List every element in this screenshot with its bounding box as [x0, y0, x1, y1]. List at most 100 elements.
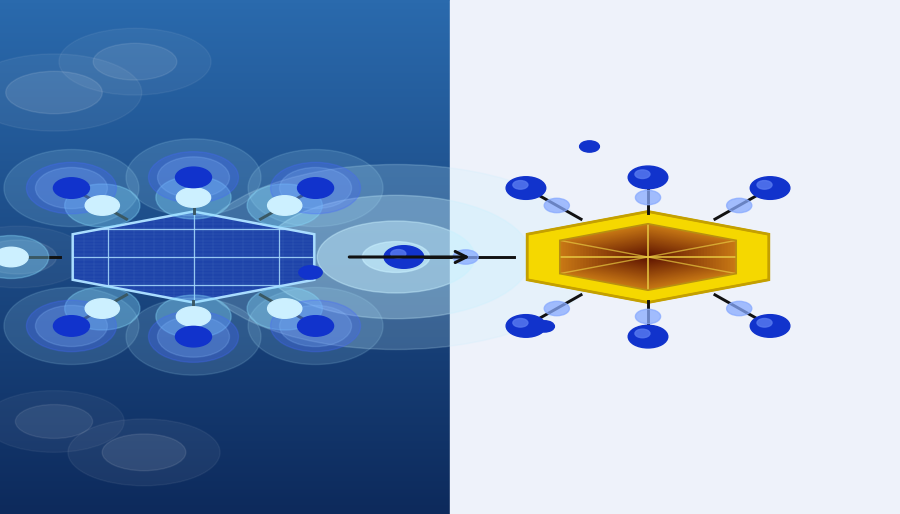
Ellipse shape	[68, 419, 220, 486]
Circle shape	[299, 266, 322, 279]
Circle shape	[176, 188, 211, 207]
Circle shape	[148, 152, 238, 203]
Polygon shape	[527, 211, 769, 303]
Circle shape	[248, 184, 322, 227]
Polygon shape	[634, 251, 662, 263]
Polygon shape	[578, 230, 718, 284]
Circle shape	[53, 178, 89, 198]
Circle shape	[271, 162, 361, 214]
Circle shape	[757, 180, 772, 189]
Circle shape	[248, 150, 383, 227]
Circle shape	[65, 184, 140, 227]
Polygon shape	[566, 226, 730, 288]
Circle shape	[726, 198, 752, 213]
Circle shape	[298, 316, 334, 336]
Circle shape	[513, 180, 528, 189]
Circle shape	[506, 315, 545, 337]
Circle shape	[280, 305, 352, 346]
Polygon shape	[572, 228, 724, 286]
Polygon shape	[610, 243, 686, 271]
Circle shape	[126, 298, 261, 375]
Polygon shape	[601, 240, 695, 274]
Circle shape	[126, 139, 261, 216]
Ellipse shape	[15, 405, 93, 438]
Circle shape	[535, 321, 554, 332]
Circle shape	[726, 301, 752, 316]
Polygon shape	[630, 250, 666, 264]
Polygon shape	[645, 256, 651, 258]
Circle shape	[4, 150, 139, 227]
Circle shape	[86, 299, 120, 318]
Polygon shape	[616, 245, 680, 269]
Polygon shape	[73, 211, 314, 303]
Circle shape	[634, 329, 650, 338]
Ellipse shape	[103, 434, 185, 471]
Circle shape	[26, 300, 116, 352]
Circle shape	[158, 316, 230, 357]
Polygon shape	[586, 234, 710, 280]
Circle shape	[65, 287, 140, 330]
Polygon shape	[598, 238, 698, 276]
Polygon shape	[636, 252, 660, 262]
Circle shape	[0, 235, 49, 279]
Circle shape	[176, 307, 211, 326]
Ellipse shape	[261, 195, 531, 319]
Ellipse shape	[317, 221, 475, 293]
Polygon shape	[639, 254, 657, 260]
Circle shape	[453, 250, 478, 264]
Circle shape	[580, 141, 599, 152]
Circle shape	[156, 176, 231, 219]
Circle shape	[26, 162, 116, 214]
Ellipse shape	[362, 242, 430, 272]
Polygon shape	[569, 227, 727, 287]
Circle shape	[628, 325, 668, 348]
Polygon shape	[622, 247, 674, 267]
Circle shape	[176, 167, 211, 188]
Circle shape	[628, 166, 668, 189]
Circle shape	[4, 287, 139, 364]
Polygon shape	[592, 236, 704, 278]
Circle shape	[751, 315, 790, 337]
Ellipse shape	[94, 43, 176, 80]
Ellipse shape	[58, 28, 211, 95]
Circle shape	[635, 190, 661, 205]
Circle shape	[86, 196, 120, 215]
Circle shape	[544, 198, 570, 213]
Circle shape	[544, 301, 570, 316]
Circle shape	[267, 196, 302, 215]
Polygon shape	[590, 235, 706, 279]
Circle shape	[158, 157, 230, 198]
Ellipse shape	[0, 54, 142, 131]
Circle shape	[384, 246, 424, 268]
Polygon shape	[583, 233, 713, 281]
Circle shape	[751, 177, 790, 199]
Circle shape	[298, 178, 334, 198]
Circle shape	[280, 168, 352, 209]
Polygon shape	[613, 244, 683, 270]
Circle shape	[391, 249, 406, 258]
Circle shape	[156, 295, 231, 338]
Circle shape	[248, 287, 322, 330]
Circle shape	[506, 177, 545, 199]
Circle shape	[634, 170, 650, 178]
Ellipse shape	[0, 240, 57, 274]
Circle shape	[148, 311, 238, 362]
Bar	[450, 0, 900, 514]
Circle shape	[53, 316, 89, 336]
Polygon shape	[562, 225, 734, 289]
Circle shape	[513, 319, 528, 327]
Circle shape	[757, 319, 772, 327]
Circle shape	[267, 299, 302, 318]
Circle shape	[176, 326, 211, 347]
Circle shape	[248, 287, 383, 364]
Circle shape	[35, 305, 107, 346]
Polygon shape	[627, 249, 669, 265]
Polygon shape	[595, 237, 701, 277]
Polygon shape	[618, 246, 678, 268]
Ellipse shape	[194, 164, 598, 350]
Polygon shape	[604, 241, 692, 273]
Circle shape	[271, 300, 361, 352]
Polygon shape	[560, 224, 736, 290]
Circle shape	[0, 247, 28, 267]
Polygon shape	[574, 229, 722, 285]
